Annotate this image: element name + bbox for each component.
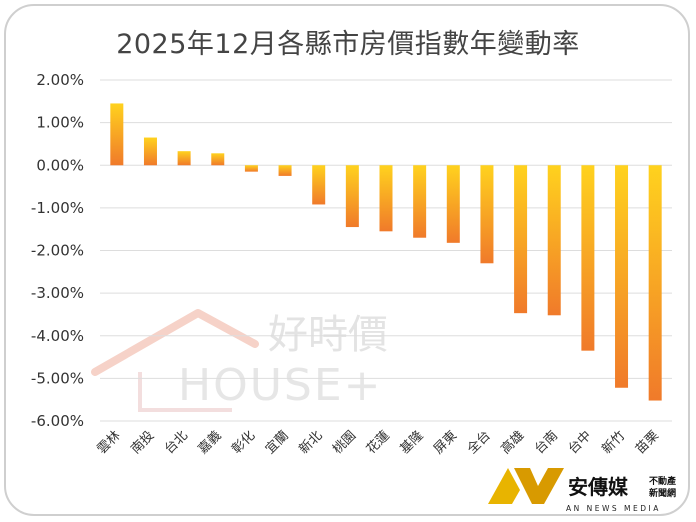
bar-10 xyxy=(413,165,427,238)
bar-16 xyxy=(615,165,629,388)
bar-11 xyxy=(446,165,460,243)
x-axis-ticks: 雲林 南投 台北 嘉義 彰化 宜蘭 新北 桃園 花蓮 基隆 屏東 全台 高雄 台南 台中 新竹 苗栗 xyxy=(95,428,662,458)
y-tick-label: -6.00% xyxy=(31,412,84,430)
bar-8 xyxy=(345,165,359,228)
x-tick-label: 台北 xyxy=(162,428,191,457)
x-tick-label: 新竹 xyxy=(599,428,629,458)
y-tick-label: -4.00% xyxy=(31,327,84,345)
y-tick-label: -1.00% xyxy=(31,199,84,217)
bar-5 xyxy=(244,165,258,172)
x-tick-label: 南投 xyxy=(128,428,158,458)
chart-frame xyxy=(4,4,690,516)
y-tick-label: -5.00% xyxy=(31,369,84,387)
logo-a-icon xyxy=(488,468,520,504)
bar-7 xyxy=(312,165,326,205)
chart-title: 2025年12月各縣市房價指數年變動率 xyxy=(116,29,580,60)
bar-12 xyxy=(480,165,494,264)
x-tick-label: 高雄 xyxy=(498,428,528,458)
bar-13 xyxy=(514,165,528,314)
logo-name-cn: 安傳媒 xyxy=(568,475,629,499)
y-tick-label: -2.00% xyxy=(31,242,84,260)
bars xyxy=(110,103,662,401)
y-tick-label: -3.00% xyxy=(31,284,84,302)
bar-2 xyxy=(143,137,157,166)
logo-v-icon xyxy=(514,468,564,504)
bar-4 xyxy=(211,153,225,166)
y-tick-label: 2.00% xyxy=(36,71,84,89)
x-tick-label: 台南 xyxy=(531,428,561,458)
watermark-brand-en: HOUSE+ xyxy=(178,360,383,411)
x-tick-label: 全台 xyxy=(464,428,494,458)
house-watermark: 好時價 HOUSE+ xyxy=(91,309,388,412)
x-tick-label: 苗栗 xyxy=(633,428,662,457)
bar-14 xyxy=(547,165,561,316)
bar-15 xyxy=(581,165,595,351)
x-tick-label: 宜蘭 xyxy=(262,428,292,458)
bar-9 xyxy=(379,165,393,232)
y-tick-label: 1.00% xyxy=(36,114,84,132)
x-tick-label: 花蓮 xyxy=(363,428,393,458)
x-tick-label: 彰化 xyxy=(229,428,259,458)
x-tick-label: 新北 xyxy=(296,428,326,458)
y-axis-ticks: 2.00% 1.00% 0.00% -1.00% -2.00% -3.00% -4.00% -… xyxy=(31,71,84,430)
logo-tagline-1: 不動產 xyxy=(649,475,676,487)
y-tick-label: 0.00% xyxy=(36,156,84,174)
x-tick-label: 嘉義 xyxy=(195,428,225,458)
an-news-media-logo: 安傳媒 不動產 新聞網 AN NEWS MEDIA xyxy=(488,468,676,513)
watermark-brand-cn: 好時價 xyxy=(268,312,388,358)
bar-6 xyxy=(278,165,292,176)
x-tick-label: 雲林 xyxy=(95,428,124,457)
bar-1 xyxy=(110,103,124,166)
x-tick-label: 台中 xyxy=(566,428,595,457)
bar-3 xyxy=(177,151,191,166)
x-tick-label: 桃園 xyxy=(330,428,359,457)
bar-17 xyxy=(648,165,662,401)
house-roof-icon xyxy=(91,309,259,376)
logo-name-en: AN NEWS MEDIA xyxy=(566,504,661,513)
x-tick-label: 基隆 xyxy=(397,428,426,457)
logo-tagline-2: 新聞網 xyxy=(649,487,676,499)
house-wall-icon xyxy=(138,372,232,412)
x-tick-label: 屏東 xyxy=(430,428,460,458)
